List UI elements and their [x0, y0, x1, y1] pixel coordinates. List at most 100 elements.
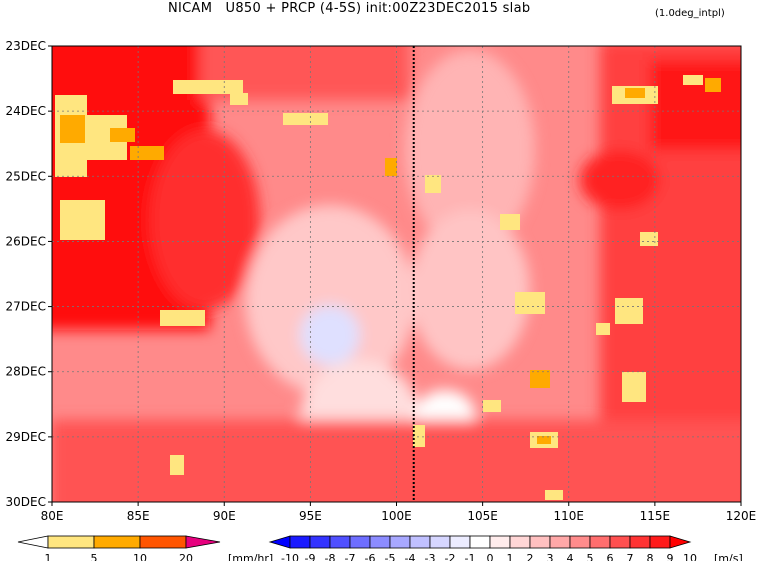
u850-colorbar: -10 -9 -8 -7 -6 -5 -4 -3 -2 -1 0 1 2 3 4 5 6 7 8 9 10 [m/s]	[268, 535, 743, 561]
prcp-colorbar-low-triangle	[17, 535, 49, 549]
prcp-patch-28	[545, 490, 563, 500]
u850-colorbar-cell	[629, 535, 651, 549]
prcp-patch-29	[705, 78, 721, 92]
u850-region-east-strong	[650, 60, 741, 150]
u850-colorbar-label: -5	[385, 552, 396, 561]
prcp-colorbar-cell	[139, 535, 187, 549]
u850-colorbar-label: 9	[667, 552, 674, 561]
x-axis: 80E 85E 90E 95E 100E 105E 110E 115E 120E	[41, 502, 757, 523]
u850-region-weak	[245, 205, 415, 395]
prcp-colorbar-label: 5	[91, 552, 98, 561]
y-tick-label: 24DEC	[6, 104, 46, 118]
prcp-patch-22	[537, 436, 551, 444]
u850-colorbar-unit: [m/s]	[714, 552, 743, 561]
x-tick-label: 100E	[381, 509, 412, 523]
u850-colorbar-label: 0	[487, 552, 494, 561]
prcp-patch-19	[615, 298, 643, 324]
prcp-patch-18	[515, 292, 545, 314]
grid-lines	[52, 46, 741, 502]
prcp-patch-16	[500, 214, 520, 230]
u850-region-negative	[300, 305, 360, 365]
u850-colorbar-low-triangle	[268, 535, 291, 549]
u850-colorbar-cell	[369, 535, 391, 549]
prcp-colorbar-label: 20	[179, 552, 193, 561]
y-tick-label: 29DEC	[6, 430, 46, 444]
prcp-patch-4	[110, 128, 135, 142]
prcp-patch-8	[283, 113, 328, 125]
prcp-patch-10	[160, 310, 205, 326]
prcp-patch-24	[483, 400, 501, 412]
u850-colorbar-label: -10	[281, 552, 299, 561]
u850-colorbar-cell	[429, 535, 451, 549]
u850-colorbar-label: -4	[405, 552, 416, 561]
chart-title-bar: NICAM U850 + PRCP (4-5S) init:00Z23DEC20…	[0, 0, 759, 22]
x-tick-label: 85E	[127, 509, 150, 523]
u850-colorbar-label: 3	[547, 552, 554, 561]
x-tick-label: 120E	[726, 509, 757, 523]
prcp-patch-15	[683, 75, 703, 85]
u850-colorbar-cell	[609, 535, 631, 549]
x-tick-label: 95E	[299, 509, 322, 523]
u850-colorbar-cell	[389, 535, 411, 549]
u850-colorbar-label: -9	[305, 552, 316, 561]
u850-region-central	[405, 50, 535, 250]
prcp-patch-9	[60, 200, 105, 240]
u850-colorbar-cell	[569, 535, 591, 549]
u850-colorbar-label: -8	[325, 552, 336, 561]
prcp-patches	[55, 75, 721, 500]
prcp-colorbar-label: 10	[133, 552, 147, 561]
prcp-colorbar-cell	[93, 535, 141, 549]
prcp-colorbar: 1 5 10 20 [mm/hr]	[17, 535, 273, 561]
prcp-patch-23	[530, 370, 550, 388]
interpolation-note: (1.0deg_intpl)	[655, 8, 725, 19]
u850-colorbar-cell	[349, 535, 371, 549]
prcp-patch-5	[130, 146, 164, 160]
u850-region-west-mid	[150, 130, 260, 310]
x-tick-label: 80E	[41, 509, 64, 523]
u850-colorbar-label: 10	[683, 552, 697, 561]
u850-colorbar-cell	[449, 535, 471, 549]
prcp-patch-6	[173, 80, 243, 94]
u850-colorbar-label: 5	[587, 552, 594, 561]
prcp-colorbar-high-triangle	[185, 535, 221, 549]
prcp-patch-26	[413, 425, 425, 447]
y-tick-label: 30DEC	[6, 495, 46, 509]
u850-region-east-core	[580, 150, 660, 210]
prcp-colorbar-cell	[47, 535, 95, 549]
u850-colorbar-cell	[309, 535, 331, 549]
u850-colorbar-cell	[289, 535, 311, 549]
u850-colorbar-cell	[509, 535, 531, 549]
u850-colorbar-cell	[489, 535, 511, 549]
u850-colorbar-cell	[589, 535, 611, 549]
u850-region-south	[52, 420, 741, 502]
u850-colorbar-label: 8	[647, 552, 654, 561]
u850-colorbar-cell	[649, 535, 671, 549]
u850-colorbar-cell	[529, 535, 551, 549]
u850-colorbar-cell	[409, 535, 431, 549]
u850-colorbar-label: -2	[445, 552, 456, 561]
u850-colorbar-cell	[549, 535, 571, 549]
u850-colorbar-label: -6	[365, 552, 376, 561]
u850-colorbar-label: -7	[345, 552, 356, 561]
x-tick-label: 110E	[554, 509, 585, 523]
x-tick-label: 90E	[213, 509, 236, 523]
x-tick-label: 115E	[640, 509, 671, 523]
chart-title: NICAM U850 + PRCP (4-5S) init:00Z23DEC20…	[168, 1, 531, 16]
prcp-patch-17	[640, 232, 658, 246]
u850-colorbar-high-triangle	[669, 535, 692, 549]
prcp-patch-25	[596, 323, 610, 335]
y-tick-label: 23DEC	[6, 39, 46, 53]
u850-colorbar-label: 7	[627, 552, 634, 561]
u850-colorbar-label: 1	[507, 552, 514, 561]
x-tick-label: 105E	[467, 509, 498, 523]
prcp-colorbar-unit: [mm/hr]	[228, 552, 273, 561]
prcp-patch-7	[230, 93, 248, 105]
prcp-patch-12	[425, 175, 441, 193]
y-tick-label: 28DEC	[6, 365, 46, 379]
prcp-patch-27	[170, 455, 184, 475]
prcp-patch-3	[60, 115, 85, 143]
u850-colorbar-label: 2	[527, 552, 534, 561]
u850-colorbar-cell	[329, 535, 351, 549]
u850-colorbar-label: -1	[465, 552, 476, 561]
